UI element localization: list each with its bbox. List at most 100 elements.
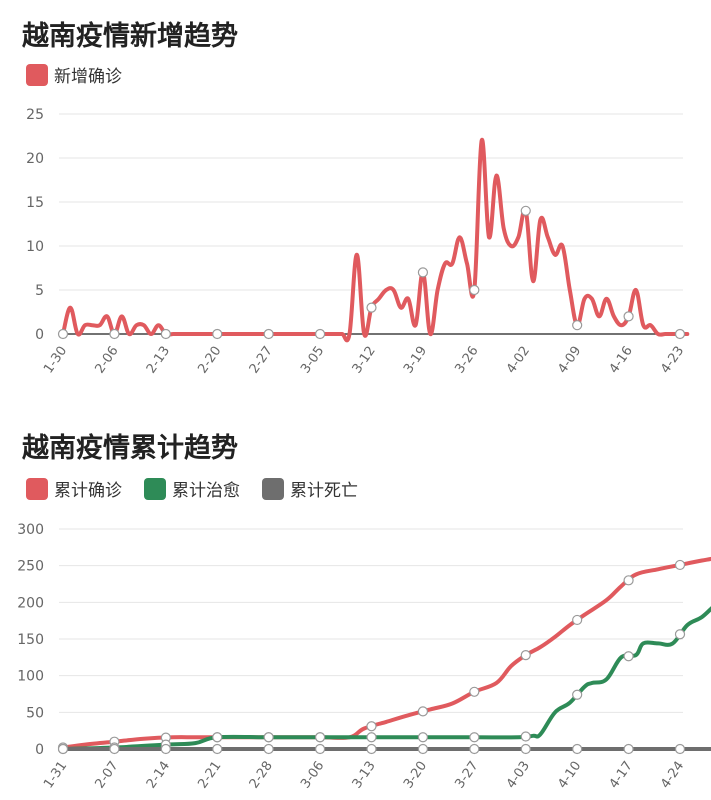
data-point <box>417 267 429 278</box>
legend: 新增确诊 <box>26 62 122 87</box>
data-point <box>366 732 377 743</box>
data-point <box>212 328 223 340</box>
data-point <box>572 743 583 755</box>
y-tick-label: 25 <box>26 107 44 123</box>
y-tick-label: 300 <box>17 522 44 538</box>
data-point <box>674 629 686 640</box>
x-tick-label: 3-05 <box>298 344 327 377</box>
series-line <box>61 556 711 750</box>
y-tick-label: 50 <box>26 705 44 721</box>
x-tick-label: 2-14 <box>144 759 173 792</box>
chart-plot: 0 5 10 15 20 25 1-30 2-06 2-13 2-20 2-27 3-05 3-12 3-… <box>26 107 690 377</box>
x-tick-label: 2-21 <box>195 759 224 792</box>
legend-swatch <box>26 477 48 500</box>
data-point <box>417 706 429 717</box>
data-point <box>520 743 531 755</box>
y-tick-label: 200 <box>17 595 44 611</box>
data-point <box>674 328 686 340</box>
data-point <box>212 732 223 743</box>
x-tick-label: 3-13 <box>350 759 379 792</box>
data-point <box>314 743 326 755</box>
legend-item[interactable]: 累计死亡 <box>262 476 358 501</box>
x-tick-label: 4-03 <box>504 759 533 792</box>
data-point <box>263 328 274 340</box>
data-point <box>520 205 531 216</box>
data-point <box>109 328 120 340</box>
legend-item[interactable]: 累计治愈 <box>144 476 240 501</box>
chart-plot: 0 50 100 150 200 250 300 1-31 2-07 2-14 2-21 2-28 3-… <box>17 522 711 792</box>
data-point <box>57 743 69 755</box>
chart-title: 越南疫情累计趋势 <box>22 433 238 464</box>
x-tick-label: 3-20 <box>401 759 430 792</box>
legend-label: 累计死亡 <box>290 481 358 501</box>
x-tick-label: 4-10 <box>555 759 584 792</box>
x-tick-label: 4-17 <box>607 759 636 792</box>
legend-swatch <box>26 63 48 86</box>
y-tick-label: 20 <box>26 151 44 167</box>
data-point <box>623 743 634 755</box>
data-point <box>469 743 480 755</box>
data-point <box>520 731 531 742</box>
x-tick-label: 2-28 <box>247 759 276 792</box>
legend: 累计确诊 累计治愈 累计死亡 <box>26 476 358 501</box>
data-point <box>57 328 69 340</box>
x-tick-label: 3-06 <box>298 759 327 792</box>
data-point <box>623 575 634 586</box>
data-point <box>366 721 377 732</box>
cumulative-chart: 越南疫情累计趋势 累计确诊 累计治愈 累计死亡 0 50 100 150 200 250 3… <box>0 418 711 800</box>
data-point <box>520 650 531 661</box>
data-point <box>417 732 429 743</box>
legend-label: 累计治愈 <box>172 481 240 501</box>
legend-label: 新增确诊 <box>54 67 122 87</box>
data-point <box>417 743 429 755</box>
data-point <box>160 743 171 755</box>
data-point <box>366 302 377 313</box>
y-tick-label: 250 <box>17 559 44 575</box>
x-tick-label: 2-13 <box>144 344 173 377</box>
x-tick-label: 3-12 <box>350 344 379 377</box>
legend-item[interactable]: 新增确诊 <box>26 62 122 87</box>
data-point <box>674 743 686 755</box>
x-tick-label: 4-09 <box>555 344 584 377</box>
y-tick-label: 0 <box>35 327 44 343</box>
data-point <box>366 743 377 755</box>
x-tick-label: 4-23 <box>658 344 687 377</box>
data-point <box>623 311 634 322</box>
y-tick-label: 0 <box>35 742 44 758</box>
x-tick-label: 2-06 <box>92 344 121 377</box>
x-tick-label: 2-07 <box>92 759 121 792</box>
y-tick-label: 150 <box>17 632 44 648</box>
legend-label: 累计确诊 <box>54 481 122 501</box>
x-tick-label: 4-24 <box>658 759 687 792</box>
data-point <box>469 686 480 697</box>
data-point <box>572 689 583 700</box>
data-point <box>263 732 274 743</box>
x-tick-label: 3-27 <box>452 759 481 792</box>
data-point <box>109 743 120 755</box>
data-point <box>572 614 583 626</box>
data-point <box>674 559 686 571</box>
x-tick-label: 4-02 <box>504 344 533 377</box>
x-tick-label: 1-30 <box>41 344 70 377</box>
data-point <box>263 743 274 755</box>
data-point <box>469 732 480 743</box>
x-tick-label: 2-20 <box>195 344 224 377</box>
legend-swatch <box>262 477 284 500</box>
data-point <box>314 732 326 743</box>
y-tick-label: 5 <box>35 283 44 299</box>
x-tick-label: 1-31 <box>41 759 70 792</box>
x-tick-label: 4-16 <box>607 344 636 377</box>
data-point <box>160 328 171 340</box>
legend-swatch <box>144 477 166 500</box>
series-line <box>61 606 711 751</box>
data-point <box>469 284 480 296</box>
data-point <box>623 651 634 662</box>
data-point <box>212 743 223 755</box>
x-tick-label: 3-19 <box>401 344 430 377</box>
y-tick-label: 100 <box>17 669 44 685</box>
x-tick-label: 2-27 <box>247 344 276 377</box>
new-cases-chart: 越南疫情新增趋势 新增确诊 0 5 10 15 20 25 1-30 2-06 2-13 2-20… <box>22 21 690 377</box>
legend-item[interactable]: 累计确诊 <box>26 476 122 501</box>
chart-title: 越南疫情新增趋势 <box>22 21 238 52</box>
x-tick-label: 3-26 <box>452 344 481 377</box>
